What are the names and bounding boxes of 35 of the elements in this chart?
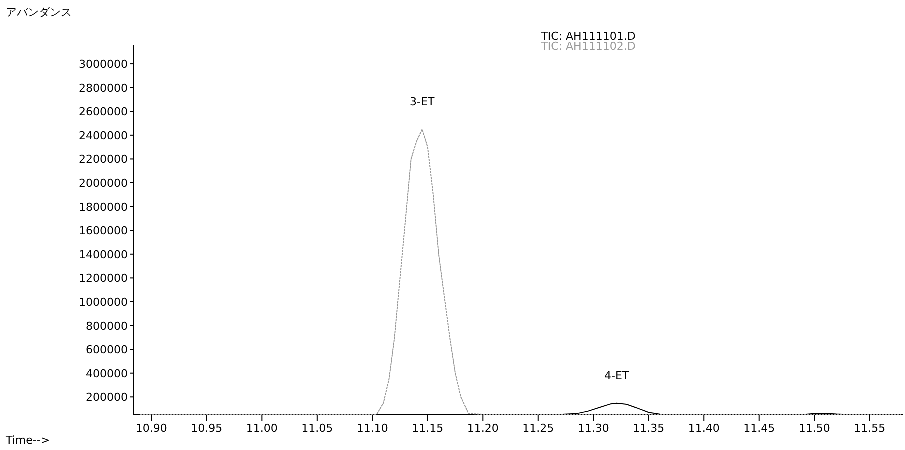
y-tick-label: 800000 — [86, 320, 128, 333]
text: TIC: AH111102.D — [540, 40, 636, 53]
y-tick-label: 200000 — [86, 391, 128, 404]
x-tick-label: 11.35 — [633, 422, 665, 435]
y-tick-label: 3000000 — [79, 58, 128, 72]
x-tick-label: 11.00 — [246, 422, 278, 435]
x-tick-label: 10.90 — [136, 422, 168, 435]
y-tick-label: 2800000 — [79, 82, 128, 95]
x-tick-label: 11.45 — [744, 422, 776, 435]
y-tick-label: 600000 — [86, 344, 128, 357]
x-tick-label: 11.30 — [578, 422, 610, 435]
y-tick-label: 2200000 — [79, 153, 128, 166]
y-axis-title: アバンダンス — [6, 6, 72, 19]
y-tick-label: 1400000 — [79, 248, 128, 262]
y-tick-label: 2600000 — [79, 106, 128, 119]
y-tick-label: 1600000 — [79, 224, 128, 238]
text: TIC: AH111101.D — [540, 30, 636, 43]
annotation: 4-ET — [604, 369, 630, 382]
x-tick-label: 11.15 — [412, 422, 444, 435]
x-tick-label: 11.25 — [522, 422, 554, 435]
y-tick-label: 1800000 — [79, 200, 128, 214]
x-tick-label: 11.10 — [356, 422, 388, 435]
x-tick-label: 11.20 — [467, 422, 499, 435]
x-axis-title: Time--> — [5, 434, 50, 447]
x-tick-label: 11.05 — [302, 422, 334, 435]
y-tick-label: 2400000 — [79, 129, 128, 142]
annotation: 3-ET — [410, 95, 435, 108]
y-tick-label: 2000000 — [79, 177, 128, 190]
x-tick-label: 11.55 — [854, 422, 886, 435]
y-tick-label: 400000 — [86, 367, 128, 380]
x-tick-label: 11.50 — [798, 422, 830, 435]
x-tick-label: 10.95 — [191, 422, 223, 435]
x-tick-label: 11.40 — [688, 422, 720, 435]
y-tick-label: 1000000 — [79, 296, 128, 309]
y-tick-label: 1200000 — [79, 272, 128, 286]
